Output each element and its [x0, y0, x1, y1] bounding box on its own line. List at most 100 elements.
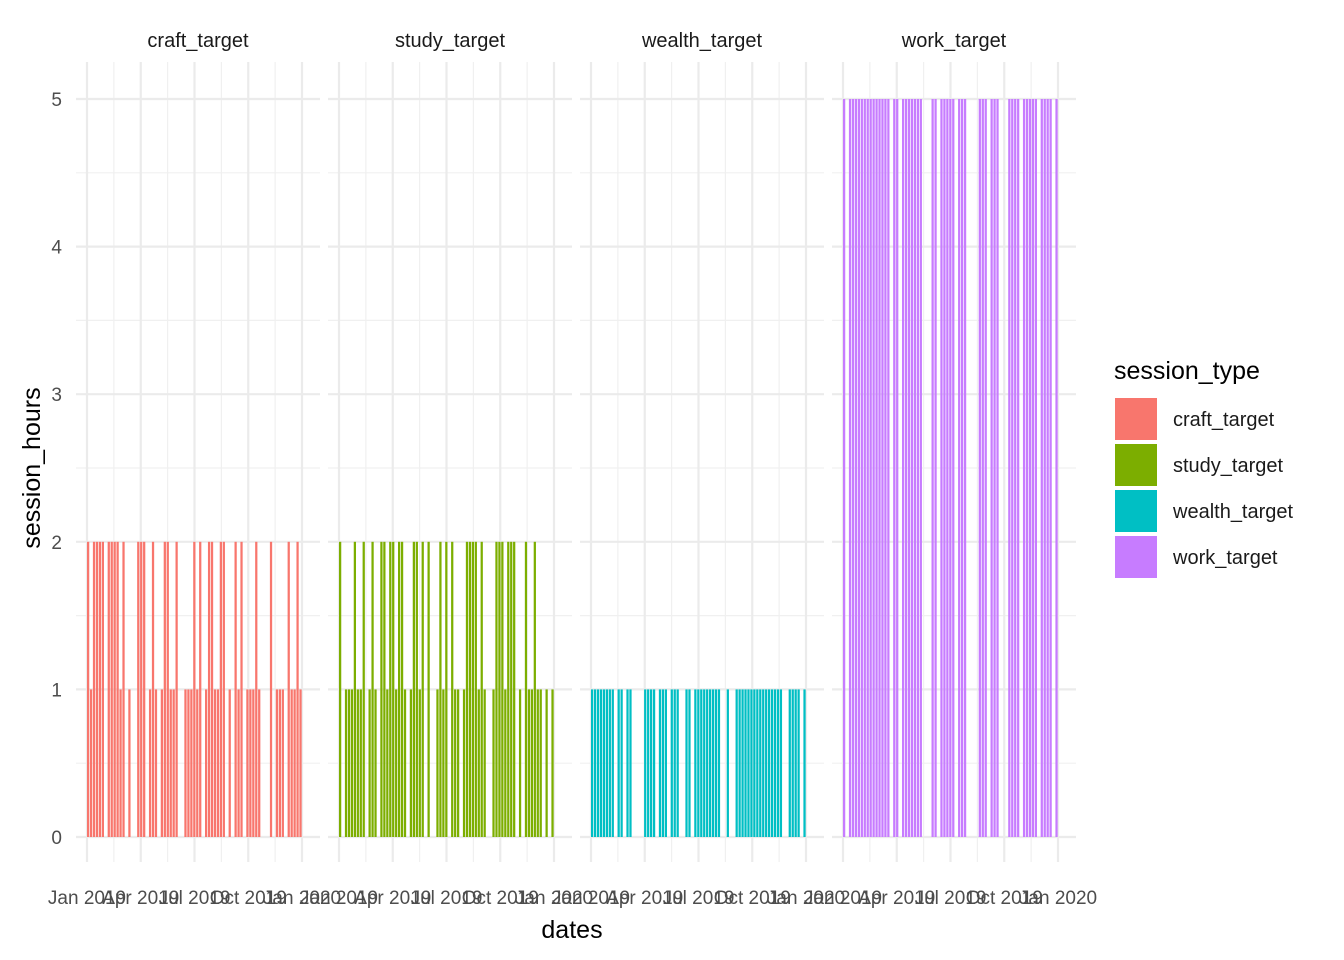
bar	[940, 99, 943, 837]
bar	[907, 99, 911, 837]
bar	[750, 689, 753, 837]
bar	[219, 541, 222, 837]
y-tick-label: 5	[51, 90, 62, 111]
bar	[281, 689, 284, 837]
bar	[518, 689, 522, 837]
bar	[1008, 99, 1011, 837]
x-tick-label: Jul 2019	[159, 888, 231, 909]
x-tick-label: Jan 2019	[48, 888, 126, 909]
bar	[403, 689, 407, 837]
x-tick-label: Jul 2019	[915, 888, 987, 909]
bar	[765, 689, 768, 837]
bar	[664, 689, 667, 837]
bar	[510, 541, 513, 837]
bar	[851, 99, 855, 837]
facet-strip-label: work_target	[901, 30, 1007, 52]
bar	[759, 689, 762, 837]
bar	[711, 689, 715, 837]
bar	[296, 541, 299, 837]
bar	[101, 541, 104, 837]
bar	[513, 541, 516, 837]
bar	[593, 689, 597, 837]
bar	[339, 541, 342, 837]
bar	[788, 689, 791, 837]
bar	[717, 689, 721, 837]
bar	[685, 689, 688, 837]
bar	[87, 541, 90, 837]
bar	[878, 99, 881, 837]
bar	[904, 99, 908, 837]
bar	[258, 689, 261, 837]
bar	[533, 541, 536, 837]
bar	[596, 689, 600, 837]
bar	[661, 689, 665, 837]
bar	[768, 689, 771, 837]
bar	[591, 689, 594, 837]
bar	[1014, 99, 1017, 837]
bar	[527, 689, 531, 837]
bar	[1040, 99, 1043, 837]
bar	[501, 541, 504, 837]
bar	[213, 689, 217, 837]
legend: session_type craft_target study_targetweal…	[1114, 357, 1294, 578]
bar	[688, 689, 691, 837]
bar	[483, 689, 486, 837]
y-axis: 0 1 2 3 4 5	[51, 90, 62, 849]
bar	[916, 99, 919, 837]
legend-label: study_target	[1173, 455, 1284, 477]
legend-label: work_target	[1172, 547, 1278, 569]
bar	[1011, 99, 1014, 837]
bar	[107, 541, 110, 837]
bar	[735, 689, 738, 837]
bar	[700, 689, 703, 837]
bar	[884, 99, 887, 837]
facet-strip-label: wealth_target	[641, 30, 763, 52]
bar	[154, 689, 158, 837]
bar	[454, 689, 457, 837]
bar	[797, 689, 800, 837]
bar	[1031, 99, 1035, 837]
bar	[676, 689, 679, 837]
bar	[240, 541, 243, 837]
bar	[1025, 99, 1029, 837]
bar	[620, 689, 623, 837]
x-axis-title: dates	[541, 916, 602, 944]
bar	[706, 689, 709, 837]
bar	[353, 541, 356, 837]
bar	[536, 689, 539, 837]
bar	[246, 689, 249, 837]
bar	[451, 541, 454, 837]
x-tick-label: Oct 2019	[966, 888, 1043, 909]
bar	[961, 99, 964, 837]
bar	[714, 689, 718, 837]
facet-strip-label: craft_target	[147, 30, 249, 52]
y-axis-title: session_hours	[18, 387, 46, 548]
bar	[169, 689, 172, 837]
bar	[480, 541, 483, 837]
bar	[389, 541, 392, 837]
bar	[137, 541, 140, 837]
bar	[380, 541, 383, 837]
legend-label: craft_target	[1173, 409, 1275, 431]
legend-swatch	[1115, 490, 1157, 532]
bar	[175, 541, 178, 837]
bar	[436, 689, 439, 837]
x-tick-label: Jan 2020	[263, 888, 341, 909]
legend-title: session_type	[1114, 357, 1260, 385]
bar	[95, 541, 99, 837]
bar	[647, 689, 650, 837]
bar	[504, 689, 507, 837]
bar	[275, 689, 279, 837]
bar	[881, 99, 884, 837]
bar	[160, 689, 163, 837]
bar	[524, 541, 528, 837]
bar	[1046, 99, 1049, 837]
bar	[119, 689, 122, 837]
bar	[963, 99, 967, 837]
x-tick-label: Jan 2019	[552, 888, 630, 909]
bar	[958, 99, 961, 837]
bar	[371, 541, 374, 837]
bar	[421, 541, 424, 837]
